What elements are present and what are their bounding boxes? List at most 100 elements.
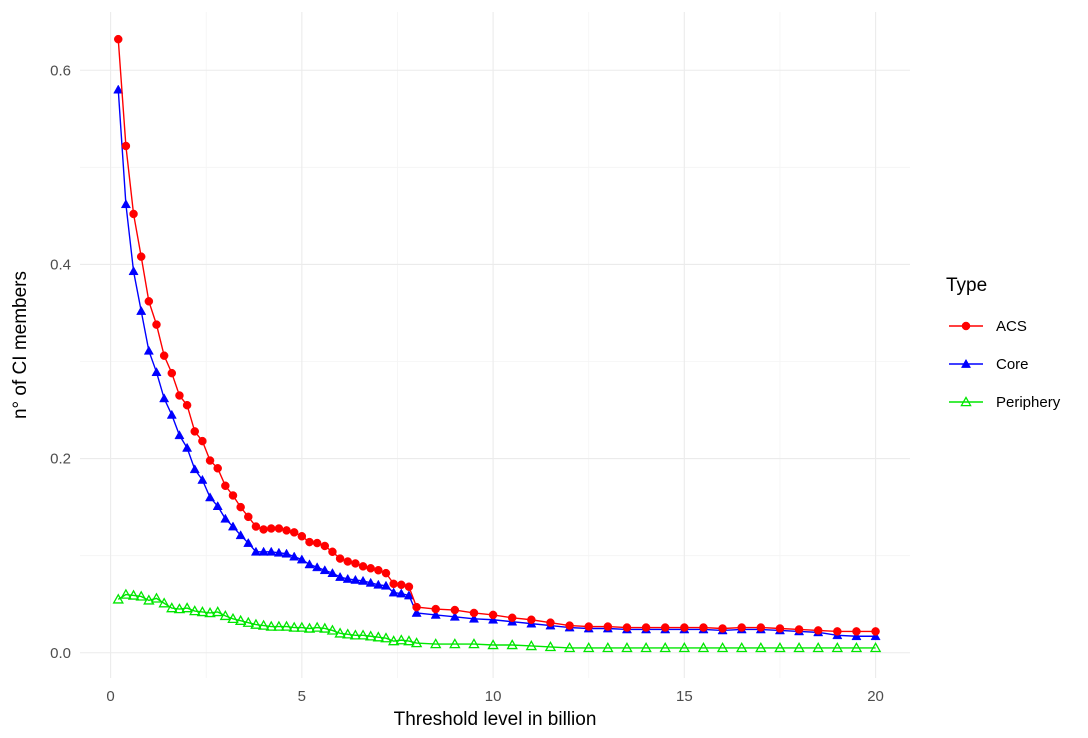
data-point-periphery [755, 641, 767, 653]
data-point-periphery [468, 638, 480, 649]
data-point-periphery [166, 602, 178, 613]
data-point-acs [251, 522, 261, 531]
data-point-periphery [250, 618, 262, 629]
data-point-acs [228, 491, 238, 500]
data-point-core [449, 611, 460, 621]
data-point-periphery [563, 641, 576, 653]
data-point-periphery [640, 641, 652, 653]
data-point-acs [274, 524, 284, 533]
data-point-periphery [487, 639, 499, 650]
axes: 0 5 10 15 20 0.0 0.2 0.4 0.6 [50, 62, 884, 705]
data-point-core [388, 587, 399, 597]
data-point-periphery [273, 620, 285, 631]
data-point-periphery [544, 641, 557, 652]
data-point-core [373, 579, 384, 589]
data-point-periphery [127, 589, 140, 600]
data-point-core [220, 513, 231, 523]
series-periphery [112, 588, 882, 653]
data-point-periphery [211, 606, 224, 617]
series-line-periphery [117, 593, 876, 649]
data-point-periphery [582, 641, 595, 653]
data-point-periphery [189, 605, 201, 616]
data-point-acs [335, 554, 345, 563]
data-point-periphery [697, 641, 710, 653]
data-point-periphery [150, 592, 163, 603]
data-point-acs [320, 541, 330, 551]
data-point-acs [622, 623, 632, 632]
data-point-acs [129, 209, 138, 219]
data-point-core [488, 614, 499, 624]
legend: Type ACS Core Periphery [946, 275, 1061, 411]
data-point-core [151, 367, 162, 377]
data-point-periphery [303, 622, 316, 633]
data-point-periphery [403, 635, 415, 646]
data-point-core [128, 266, 139, 276]
data-point-acs [775, 624, 785, 633]
data-point-acs [121, 141, 131, 151]
data-point-periphery [196, 606, 209, 617]
data-point-acs [488, 610, 498, 620]
data-point-core [430, 609, 441, 619]
y-tick-label: 0.4 [50, 256, 71, 273]
data-point-core [281, 548, 292, 558]
data-point-periphery [334, 627, 346, 638]
data-point-periphery [410, 637, 423, 648]
data-point-periphery [204, 607, 216, 618]
data-point-acs [305, 537, 314, 547]
legend-item-acs: ACS [949, 318, 1027, 335]
data-point-core [319, 565, 330, 575]
data-point-acs [412, 602, 421, 612]
data-point-acs [343, 557, 352, 566]
y-tick-label: 0.2 [50, 451, 71, 468]
data-point-acs [366, 564, 375, 573]
data-point-core [403, 590, 414, 600]
data-point-acs [813, 626, 823, 635]
data-point-core [266, 546, 277, 556]
data-point-periphery [112, 593, 124, 604]
data-point-acs [603, 622, 613, 631]
data-point-periphery [774, 641, 786, 653]
data-point-periphery [120, 588, 132, 599]
data-point-acs [527, 615, 536, 624]
data-point-periphery [219, 609, 232, 621]
data-point-periphery [173, 603, 186, 614]
data-point-acs [565, 621, 574, 630]
data-point-core [174, 430, 185, 440]
grid [80, 12, 910, 678]
legend-item-core: Core [949, 356, 1029, 373]
data-point-acs [136, 252, 146, 261]
data-point-core [235, 530, 246, 540]
legend-label-periphery: Periphery [996, 394, 1061, 411]
legend-title: Type [946, 275, 987, 296]
data-point-core [870, 631, 881, 641]
data-point-acs [205, 456, 215, 465]
data-point-core [243, 537, 254, 547]
data-point-core [365, 577, 376, 587]
data-point-acs [358, 562, 368, 571]
data-point-core [227, 521, 239, 531]
data-point-core [212, 501, 223, 510]
data-point-acs [190, 427, 199, 436]
data-point-acs [381, 568, 391, 578]
data-point-core [166, 409, 177, 419]
data-point-acs [221, 481, 230, 491]
data-point-acs [351, 559, 360, 568]
data-point-periphery [602, 641, 614, 653]
data-point-core [396, 588, 407, 598]
data-point-core [159, 393, 170, 403]
legend-key-marker [961, 321, 971, 331]
data-point-acs [389, 579, 398, 589]
data-point-acs [175, 391, 184, 400]
data-point-periphery [311, 621, 323, 632]
data-point-core [189, 464, 200, 474]
data-point-periphery [735, 641, 748, 653]
data-point-acs [852, 627, 861, 636]
data-point-core [258, 546, 269, 556]
data-point-acs [450, 605, 460, 615]
data-point-acs [584, 622, 593, 631]
data-point-periphery [716, 641, 729, 653]
data-point-core [120, 199, 131, 209]
data-point-acs [152, 320, 161, 329]
data-point-core [350, 574, 361, 584]
data-point-acs [328, 547, 337, 557]
